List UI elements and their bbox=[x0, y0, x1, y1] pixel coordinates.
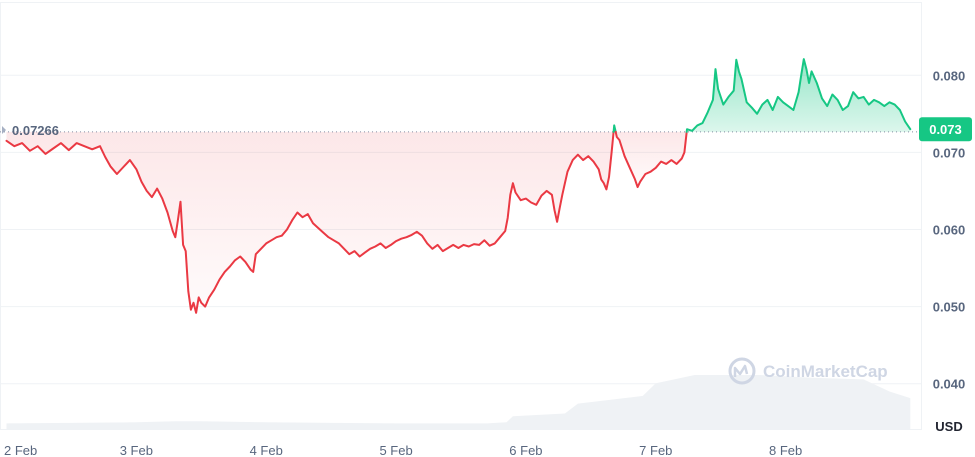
current-price-badge: 0.073 bbox=[919, 117, 972, 142]
x-tick-label: 3 Feb bbox=[120, 443, 153, 457]
reference-value-label: 0.07266 bbox=[12, 123, 59, 138]
y-tick-label: 0.050 bbox=[933, 300, 966, 315]
price-line-above-reference bbox=[685, 58, 912, 133]
reference-marker bbox=[2, 126, 6, 134]
price-line-above-reference bbox=[612, 124, 617, 133]
area-below-reference bbox=[615, 131, 687, 188]
volume-area bbox=[6, 375, 911, 430]
watermark-text: CoinMarketCap bbox=[763, 362, 888, 381]
coinmarketcap-watermark: CoinMarketCap bbox=[728, 357, 888, 385]
x-tick-label: 2 Feb bbox=[4, 443, 37, 457]
volume-series bbox=[6, 375, 911, 430]
y-tick-label: 0.060 bbox=[933, 222, 966, 237]
x-tick-label: 6 Feb bbox=[509, 443, 542, 457]
y-unit-label: USD bbox=[935, 419, 962, 434]
y-tick-label: 0.080 bbox=[933, 68, 966, 83]
y-tick-label: 0.070 bbox=[933, 145, 966, 160]
y-axis: 0.080 0.070 0.060 0.050 0.040 bbox=[933, 68, 966, 391]
x-tick-label: 7 Feb bbox=[639, 443, 672, 457]
price-line bbox=[5, 58, 912, 314]
x-axis: 2 Feb 3 Feb 4 Feb 5 Feb 6 Feb 7 Feb 8 Feb bbox=[4, 443, 802, 457]
x-tick-label: 8 Feb bbox=[769, 443, 802, 457]
coinmarketcap-logo-icon bbox=[728, 357, 756, 385]
x-tick-label: 4 Feb bbox=[250, 443, 283, 457]
price-area bbox=[6, 59, 911, 313]
x-tick-label: 5 Feb bbox=[379, 443, 412, 457]
area-below-reference bbox=[6, 131, 614, 313]
price-line-below-reference bbox=[614, 130, 688, 189]
price-line-below-reference bbox=[5, 130, 615, 314]
current-price-label: 0.073 bbox=[929, 122, 962, 137]
y-tick-label: 0.040 bbox=[933, 377, 966, 392]
